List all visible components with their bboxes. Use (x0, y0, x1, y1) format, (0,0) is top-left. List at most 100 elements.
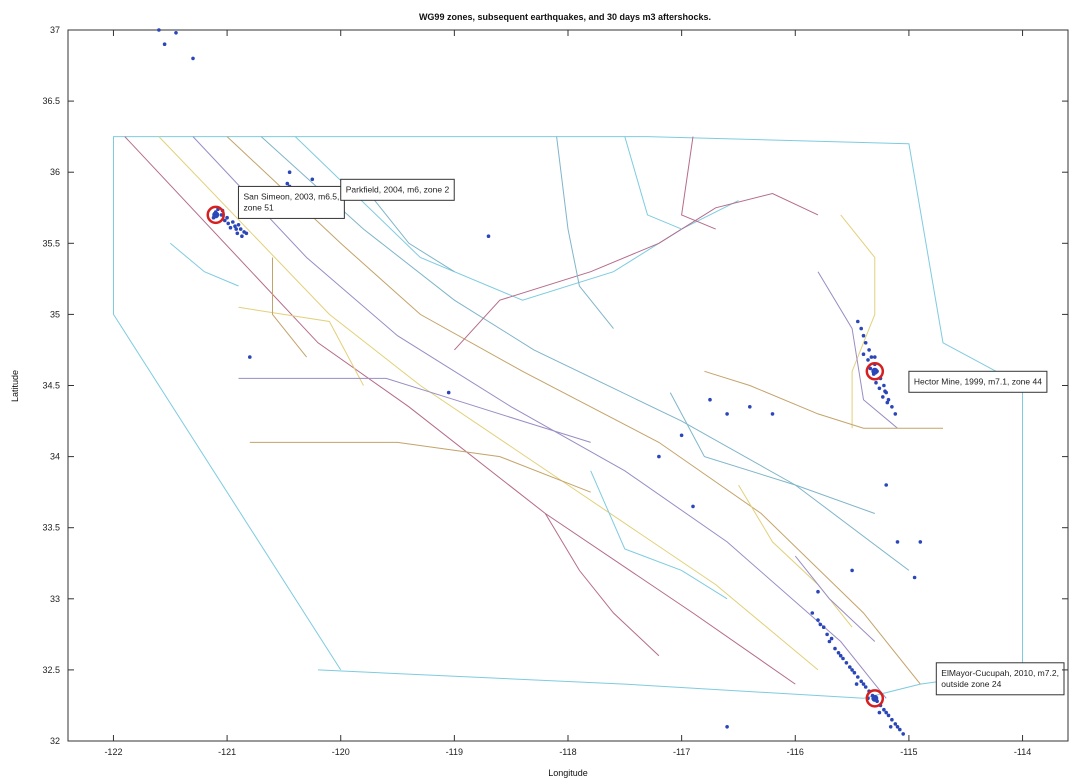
aftershock-point (810, 611, 815, 615)
aftershock-point (310, 177, 315, 182)
aftershock-point (446, 390, 451, 395)
annotation-frame (935, 662, 1065, 696)
aftershock-point (679, 433, 684, 438)
zone-boundary-line (454, 192, 819, 351)
aftershock-point (884, 710, 888, 715)
aftershock-point (883, 389, 887, 394)
aftershock-point (873, 355, 877, 359)
aftershock-point (191, 56, 195, 61)
mainshock-marker (865, 362, 885, 381)
x-tick-label: -122 (104, 747, 122, 757)
aftershock-point (890, 405, 894, 409)
aftershock-point (240, 234, 244, 238)
zone-boundary-line (544, 513, 660, 657)
aftershock-point (816, 589, 820, 594)
zone-boundary-line (738, 484, 853, 628)
aftershock-point (861, 682, 866, 686)
x-tick-label: -114 (1014, 747, 1031, 757)
aftershock-point (841, 656, 845, 661)
x-tick-label: -121 (218, 747, 236, 757)
y-tick-label: 33.5 (42, 523, 60, 533)
zone-boundary-line (113, 136, 1023, 699)
aftershock-point (848, 665, 852, 669)
aftershock-point (725, 725, 729, 729)
aftershock-point (901, 732, 905, 736)
y-tick-label: 35 (50, 309, 60, 319)
aftershock-point (234, 227, 238, 231)
aftershock-point (833, 646, 837, 651)
x-tick-label: -116 (787, 747, 804, 757)
zone-boundary-line (556, 136, 614, 329)
aftershock-point (874, 380, 878, 385)
annotation-text: Hector Mine, 1999, m7.1, zone 44 (914, 376, 1042, 386)
aftershock-point (829, 636, 834, 641)
aftershock-point (893, 412, 898, 416)
aftershock-point (863, 341, 868, 345)
annotation-text: zone 51 (243, 202, 274, 212)
aftershock-point (225, 215, 229, 220)
annotation-box: ElMayor-Cucupah, 2010, m7.2,outside zone… (935, 662, 1065, 696)
zone-boundary-line (226, 136, 921, 685)
zone-boundary-line (840, 214, 876, 429)
aftershock-point (895, 540, 900, 544)
axes-box (67, 29, 1069, 742)
y-tick-label: 34 (50, 452, 60, 462)
aftershock-point (868, 366, 873, 371)
annotation-box: San Simeon, 2003, m6.5,zone 51 (237, 185, 345, 219)
zone-boundary-line (124, 136, 796, 685)
aftershock-point (912, 575, 917, 580)
aftershock-point (219, 213, 224, 217)
aftershock-point (816, 618, 820, 622)
aftershock-point (248, 355, 252, 359)
annotation-text: San Simeon, 2003, m6.5, (243, 191, 339, 201)
zone-boundary-line (249, 441, 591, 493)
aftershock-point (226, 221, 230, 226)
aftershock-point (174, 31, 178, 35)
aftershock-point (886, 713, 891, 718)
aftershock-point (818, 622, 823, 627)
aftershock-point (770, 412, 775, 416)
aftershock-point (861, 352, 866, 357)
x-tick-label: -119 (446, 747, 463, 757)
zone-boundary-line (294, 136, 739, 301)
plot-area: San Simeon, 2003, m6.5,zone 51Parkfield,… (42, 25, 1069, 757)
aftershock-point (866, 358, 870, 362)
mainshock-center (871, 367, 879, 375)
aftershock-point (157, 28, 161, 32)
mainshock-center (212, 211, 220, 219)
aftershock-point (844, 661, 849, 665)
aftershock-point (863, 685, 868, 689)
aftershock-point (882, 707, 886, 712)
zone-boundary-line (238, 377, 591, 443)
aftershock-point (898, 727, 902, 732)
zone-boundary-line (363, 186, 455, 273)
aftershock-point (236, 223, 241, 227)
x-axis-label: Longitude (548, 768, 588, 778)
zone-boundary-line (624, 136, 682, 230)
annotation-frame (908, 370, 1048, 393)
aftershock-point (486, 234, 491, 238)
aftershock-point (235, 231, 240, 236)
annotation-text: outside zone 24 (941, 679, 1001, 689)
aftershock-point (287, 170, 292, 174)
aftershock-point (895, 725, 900, 729)
mainshock-marker (865, 689, 885, 708)
annotation-frame (340, 178, 455, 201)
y-tick-label: 36.5 (42, 96, 60, 106)
aftershock-point (885, 400, 890, 405)
aftershock-point (881, 395, 885, 399)
aftershock-point (869, 355, 874, 359)
annotation-box: Parkfield, 2004, m6, zone 2 (340, 178, 455, 201)
aftershock-point (877, 710, 882, 715)
zone-boundary-line (681, 136, 716, 230)
x-tick-label: -118 (559, 747, 576, 757)
aftershock-point (888, 725, 893, 729)
y-tick-label: 37 (50, 25, 60, 35)
annotation-text: ElMayor-Cucupah, 2010, m7.2, (941, 668, 1059, 678)
y-axis-label: Latitude (10, 370, 20, 402)
aftershock-point (238, 227, 243, 231)
aftershock-point (748, 405, 752, 409)
aftershock-point (657, 454, 661, 459)
mainshock-center (871, 694, 879, 702)
aftershock-point (233, 224, 237, 228)
